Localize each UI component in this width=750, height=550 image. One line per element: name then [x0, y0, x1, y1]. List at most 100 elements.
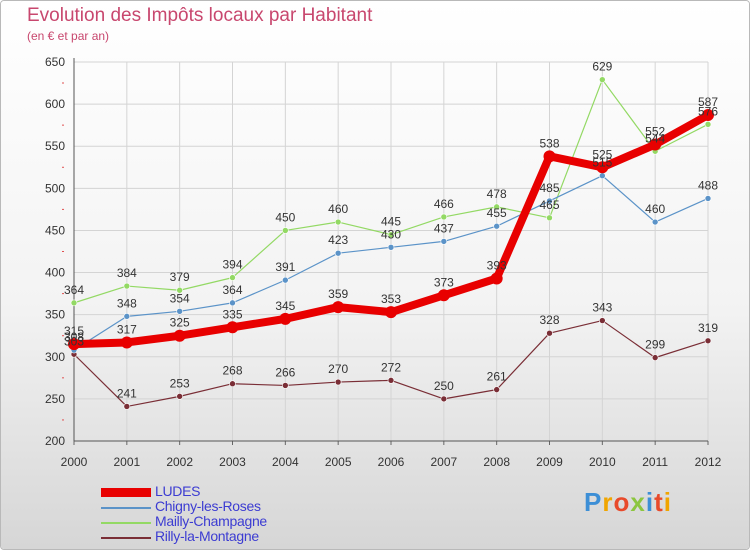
data-point: [546, 329, 553, 337]
data-label: 266: [275, 365, 295, 379]
data-point: [226, 321, 239, 334]
data-label: 437: [434, 221, 454, 235]
data-point: [599, 172, 606, 179]
x-tick-label: 2009: [536, 455, 563, 469]
logo-letter: x: [630, 487, 646, 517]
y-tick-label: 350: [45, 308, 65, 322]
legend-swatch-rilly: [101, 537, 151, 539]
data-point: [120, 336, 133, 349]
data-label: 465: [539, 198, 559, 212]
data-label: 391: [275, 260, 295, 274]
legend-swatch-chigny: [101, 507, 151, 509]
data-label: 359: [328, 287, 348, 301]
data-point: [490, 272, 503, 285]
data-label: 241: [117, 386, 137, 400]
data-label: 394: [222, 258, 242, 272]
data-labels: 303 241 253 268 266 270 272 250 261 328 343 299 319 3…: [64, 60, 718, 401]
x-tick-label: 2007: [430, 455, 457, 469]
data-label: 460: [328, 202, 348, 216]
x-tick-label: 2006: [378, 455, 405, 469]
data-point: [123, 313, 131, 320]
data-point: [387, 243, 395, 251]
data-label: 319: [698, 321, 718, 335]
data-label: 466: [434, 197, 454, 211]
x-tick-label: 2003: [219, 455, 246, 469]
data-point: [543, 150, 556, 163]
axes: 200 250 300 350 400 450 500 550 600 650 2000 2001 20…: [45, 55, 722, 469]
data-point: [493, 222, 500, 230]
data-point: [649, 138, 662, 151]
data-point: [387, 377, 395, 384]
data-label: 488: [698, 178, 718, 192]
data-label: 430: [381, 227, 401, 241]
data-point: [385, 306, 397, 319]
data-point: [651, 354, 659, 361]
data-label: 364: [222, 283, 242, 297]
y-tick-label: 650: [45, 55, 65, 69]
y-tick-label: 400: [45, 266, 65, 280]
data-label: 317: [117, 322, 137, 336]
data-label: 455: [487, 206, 507, 220]
data-point: [704, 195, 712, 202]
x-tick-label: 2010: [589, 455, 616, 469]
x-tick-label: 2011: [642, 455, 668, 469]
data-point: [704, 337, 712, 345]
data-label: 348: [117, 296, 137, 310]
x-tick-label: 2001: [113, 455, 140, 469]
data-label: 587: [698, 95, 718, 109]
data-point: [546, 214, 553, 222]
data-label: 538: [539, 136, 559, 150]
data-label: 343: [592, 301, 612, 315]
data-point: [176, 307, 183, 315]
data-point: [68, 338, 80, 351]
data-label: 379: [170, 270, 190, 284]
data-label: 303: [64, 334, 84, 348]
data-label: 325: [170, 316, 190, 330]
logo-letter: P: [584, 487, 603, 517]
y-tick-label: 600: [45, 97, 65, 111]
data-label: 268: [222, 364, 242, 378]
x-tick-label: 2000: [61, 455, 88, 469]
data-point: [493, 386, 500, 393]
data-label: 345: [275, 299, 295, 313]
y-tick-label: 550: [45, 139, 65, 153]
data-point: [440, 213, 448, 221]
grid: [73, 61, 709, 442]
chart-subtitle: (en € et par an): [27, 29, 110, 43]
data-point: [282, 382, 289, 389]
legend-label-chigny: Chigny-les-Roses: [155, 498, 261, 514]
logo-letter: i: [645, 487, 655, 517]
x-tick-label: 2008: [483, 455, 510, 469]
data-label: 315: [64, 324, 84, 338]
data-label: 354: [170, 291, 190, 305]
data-label: 373: [434, 275, 454, 289]
data-label: 485: [539, 181, 559, 195]
data-label: 525: [592, 147, 612, 161]
proxiti-logo: Proxiti: [584, 487, 672, 518]
data-point: [440, 238, 448, 245]
data-label: 393: [487, 258, 507, 272]
data-point: [387, 231, 395, 238]
data-label: 308: [64, 330, 84, 344]
data-point: [599, 76, 606, 83]
data-label: 299: [645, 338, 665, 352]
legend-label-ludes: LUDES: [155, 483, 201, 499]
data-point: [546, 197, 553, 205]
y-tick-label: 250: [45, 392, 65, 406]
data-point: [334, 378, 342, 386]
legend-label-rilly: Rilly-la-Montagne: [155, 528, 259, 544]
data-label: 445: [381, 215, 401, 229]
data-label: 544: [645, 131, 665, 145]
data-point: [332, 301, 345, 314]
data-point: [279, 312, 292, 325]
y-tick-label: 450: [45, 223, 65, 237]
data-point: [123, 282, 131, 290]
legend-label-mailly: Mailly-Champagne: [155, 513, 267, 529]
data-point: [123, 403, 131, 410]
data-label: 272: [381, 360, 401, 374]
logo-letter: o: [613, 487, 631, 517]
data-point: [334, 249, 342, 257]
